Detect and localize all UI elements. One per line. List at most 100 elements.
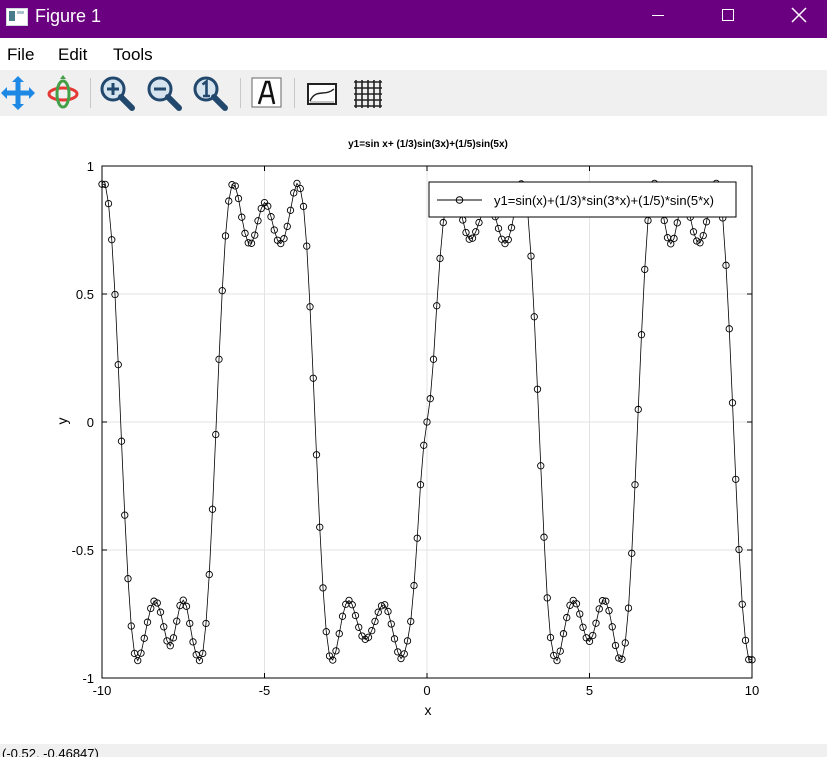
data-point xyxy=(117,437,126,445)
data-point xyxy=(420,441,428,449)
close-button[interactable] xyxy=(776,0,822,32)
data-point xyxy=(472,228,480,236)
data-point xyxy=(553,656,561,665)
data-point xyxy=(745,655,753,664)
data-point xyxy=(254,217,262,225)
data-point xyxy=(748,656,756,664)
data-point xyxy=(332,647,340,655)
data-point xyxy=(374,608,382,616)
data-point xyxy=(137,649,145,657)
minimize-button[interactable] xyxy=(635,0,681,32)
data-point xyxy=(559,630,568,638)
data-point xyxy=(722,261,730,269)
data-point xyxy=(215,355,223,363)
zoom-in-tool[interactable] xyxy=(98,74,136,112)
data-point xyxy=(615,654,623,662)
series-line xyxy=(101,182,753,662)
data-point xyxy=(387,620,395,628)
data-point xyxy=(234,194,243,203)
data-point xyxy=(348,601,356,609)
data-point xyxy=(628,549,636,557)
data-point xyxy=(179,596,187,604)
grid-tool[interactable] xyxy=(349,74,387,112)
legend-marker xyxy=(455,196,464,204)
text-tool[interactable] xyxy=(248,74,286,112)
data-point xyxy=(290,189,298,197)
zoom-in-icon xyxy=(100,76,135,111)
maximize-button[interactable] xyxy=(705,0,751,32)
menu-tools[interactable]: Tools xyxy=(113,45,153,64)
y-axis-label: y xyxy=(54,418,70,425)
data-point xyxy=(546,633,555,642)
legend[interactable]: y1=sin(x)+(1/3)*sin(3*x)+(1/5)*sin(5*x) xyxy=(428,181,737,218)
data-point xyxy=(212,430,220,439)
pan-tool[interactable] xyxy=(0,74,38,112)
data-point xyxy=(140,634,148,642)
data-point xyxy=(186,619,194,628)
zoom-out-tool[interactable] xyxy=(145,74,183,112)
close-icon xyxy=(791,7,807,23)
data-point xyxy=(699,231,707,240)
data-point xyxy=(611,641,620,650)
zoom-reset-tool[interactable] xyxy=(191,74,229,112)
data-point xyxy=(527,252,535,260)
data-point xyxy=(605,607,613,615)
data-point xyxy=(725,325,733,333)
toolbar xyxy=(0,70,827,116)
menu-edit[interactable]: Edit xyxy=(58,45,88,64)
data-point xyxy=(351,611,360,620)
data-point xyxy=(631,481,639,489)
data-point xyxy=(293,179,301,188)
data-point xyxy=(218,287,226,295)
y-tick-label: 1 xyxy=(87,159,94,174)
data-point xyxy=(338,612,347,620)
data-point xyxy=(251,231,259,239)
data-point xyxy=(618,655,626,663)
data-point xyxy=(741,636,750,645)
data-point xyxy=(225,197,233,205)
data-point xyxy=(257,204,265,213)
menu-file[interactable]: File xyxy=(7,45,35,64)
data-point xyxy=(494,224,503,233)
plot-canvas[interactable]: y1=sin x+ (1/3)sin(3x)+(1/5)sin(5x) -10-… xyxy=(0,116,827,742)
x-tick-label: 5 xyxy=(586,683,593,698)
data-point xyxy=(163,637,171,645)
data-point xyxy=(182,602,191,610)
data-point xyxy=(390,635,399,643)
data-point xyxy=(400,650,408,658)
rotate-tool[interactable] xyxy=(44,74,82,112)
data-point xyxy=(228,181,236,189)
data-point xyxy=(241,229,249,237)
menu-bar: File Edit Tools xyxy=(0,38,827,70)
data-point xyxy=(270,226,278,234)
data-point xyxy=(124,575,132,583)
data-point xyxy=(732,475,740,483)
cursor-coordinates: (-0.52, -0.46847) xyxy=(2,746,99,757)
data-point xyxy=(540,533,548,541)
data-point xyxy=(368,626,376,635)
y-tick-label: -0.5 xyxy=(72,543,94,558)
data-point xyxy=(101,180,109,189)
data-point xyxy=(199,649,207,658)
data-point xyxy=(303,242,311,250)
data-point xyxy=(309,374,317,382)
data-point xyxy=(530,313,538,321)
data-point xyxy=(160,623,168,631)
data-point xyxy=(403,637,412,645)
axes-box-icon xyxy=(307,83,337,105)
data-point xyxy=(267,213,275,221)
data-point xyxy=(153,599,161,607)
data-point xyxy=(410,581,418,590)
data-point xyxy=(423,418,431,426)
data-point xyxy=(475,218,483,227)
data-point xyxy=(592,619,600,627)
figure-area: y1=sin x+ (1/3)sin(3x)+(1/5)sin(5x) -10-… xyxy=(0,116,827,742)
data-point xyxy=(208,505,217,513)
data-point xyxy=(576,610,584,618)
data-point xyxy=(641,265,649,274)
zoom-out-icon xyxy=(147,76,182,111)
axes-tool[interactable] xyxy=(303,74,341,112)
data-point xyxy=(728,399,737,407)
toolbar-separator xyxy=(90,78,91,108)
x-tick-label: 10 xyxy=(745,683,759,698)
